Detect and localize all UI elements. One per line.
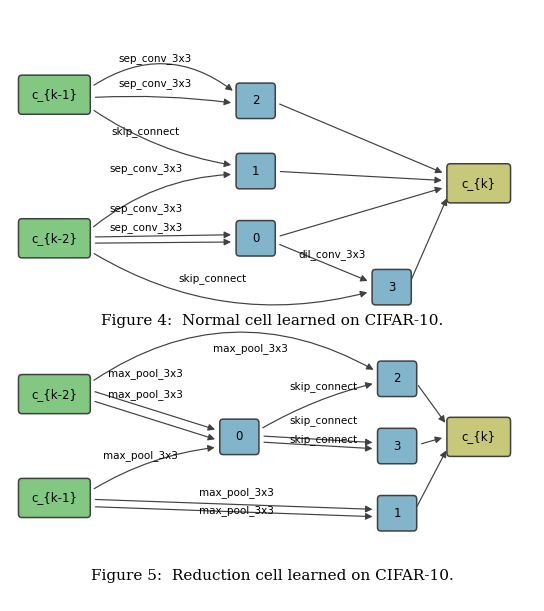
Text: skip_connect: skip_connect [289,434,358,445]
FancyBboxPatch shape [236,221,275,256]
Text: c_{k-1}: c_{k-1} [32,88,77,101]
Text: max_pool_3x3: max_pool_3x3 [199,505,274,516]
Text: 3: 3 [393,439,401,453]
Text: sep_conv_3x3: sep_conv_3x3 [109,222,182,233]
Text: 0: 0 [236,430,243,444]
Text: Figure 5:  Reduction cell learned on CIFAR-10.: Figure 5: Reduction cell learned on CIFA… [91,569,453,582]
Text: 3: 3 [388,280,395,294]
FancyBboxPatch shape [447,164,510,203]
FancyBboxPatch shape [18,375,90,414]
FancyBboxPatch shape [378,496,417,531]
Text: max_pool_3x3: max_pool_3x3 [108,368,183,379]
FancyBboxPatch shape [18,219,90,258]
FancyBboxPatch shape [236,83,275,119]
Text: 0: 0 [252,232,259,245]
Text: 1: 1 [252,164,259,178]
Text: c_{k}: c_{k} [462,430,496,444]
Text: skip_connect: skip_connect [289,415,358,426]
Text: c_{k}: c_{k} [462,177,496,190]
Text: sep_conv_3x3: sep_conv_3x3 [109,163,182,174]
Text: 2: 2 [252,94,259,108]
Text: 1: 1 [393,507,401,520]
FancyBboxPatch shape [18,478,90,518]
Text: max_pool_3x3: max_pool_3x3 [213,343,288,354]
Text: dil_conv_3x3: dil_conv_3x3 [298,249,366,260]
Text: 2: 2 [393,372,401,386]
Text: max_pool_3x3: max_pool_3x3 [103,450,178,461]
FancyBboxPatch shape [220,419,259,455]
FancyBboxPatch shape [18,75,90,114]
Text: max_pool_3x3: max_pool_3x3 [199,487,274,498]
Text: Figure 4:  Normal cell learned on CIFAR-10.: Figure 4: Normal cell learned on CIFAR-1… [101,314,443,327]
Text: c_{k-2}: c_{k-2} [32,387,77,401]
Text: sep_conv_3x3: sep_conv_3x3 [109,203,182,214]
FancyBboxPatch shape [378,361,417,397]
Text: c_{k-2}: c_{k-2} [32,232,77,245]
Text: skip_connect: skip_connect [178,273,246,284]
FancyBboxPatch shape [447,417,510,456]
FancyBboxPatch shape [236,153,275,189]
Text: sep_conv_3x3: sep_conv_3x3 [119,78,191,89]
Text: c_{k-1}: c_{k-1} [32,491,77,505]
Text: max_pool_3x3: max_pool_3x3 [108,389,183,400]
Text: skip_connect: skip_connect [289,381,358,392]
Text: skip_connect: skip_connect [112,126,180,137]
FancyBboxPatch shape [372,269,411,305]
Text: sep_conv_3x3: sep_conv_3x3 [119,53,191,64]
FancyBboxPatch shape [378,428,417,464]
